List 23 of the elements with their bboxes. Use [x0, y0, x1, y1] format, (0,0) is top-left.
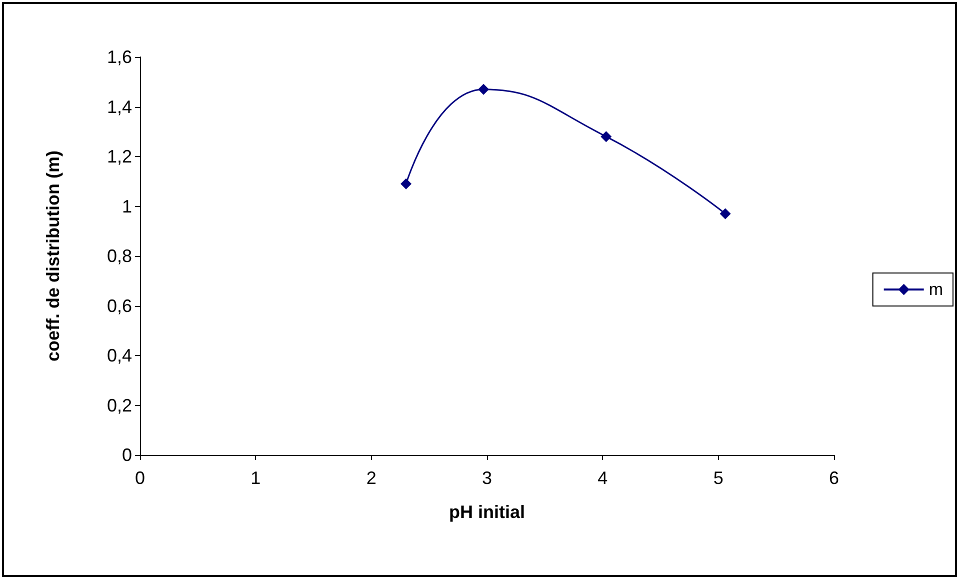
point: [478, 84, 490, 95]
y-tick-label: 1,2: [106, 146, 132, 166]
y-axis-title: coeff. de distribution (m): [43, 150, 63, 362]
y-tick-label: 0,6: [106, 296, 132, 316]
y-tick-label: 0: [122, 445, 132, 465]
point: [600, 131, 612, 142]
point: [400, 178, 412, 190]
x-tick-label: 4: [598, 468, 608, 488]
y-tick-label: 0,8: [106, 246, 132, 266]
y-tick-label: 1,4: [106, 96, 132, 117]
x-tick-label: 5: [713, 468, 724, 488]
y-tick-label: 1: [122, 196, 132, 216]
legend-label: m: [928, 280, 944, 299]
x-tick-label: 0: [134, 468, 146, 488]
x-axis-title: pH initial: [449, 502, 525, 522]
x-tick-label: 2: [366, 468, 376, 488]
y-tick-label: 1,6: [106, 47, 132, 67]
x-tick-label: 6: [828, 468, 840, 488]
x-tick-label: 3: [482, 468, 492, 488]
point: [720, 208, 731, 220]
y-tick-label: 0,4: [106, 346, 132, 366]
y-tick-label: 0,2: [106, 395, 132, 416]
x-tick-label: 1: [250, 468, 261, 488]
